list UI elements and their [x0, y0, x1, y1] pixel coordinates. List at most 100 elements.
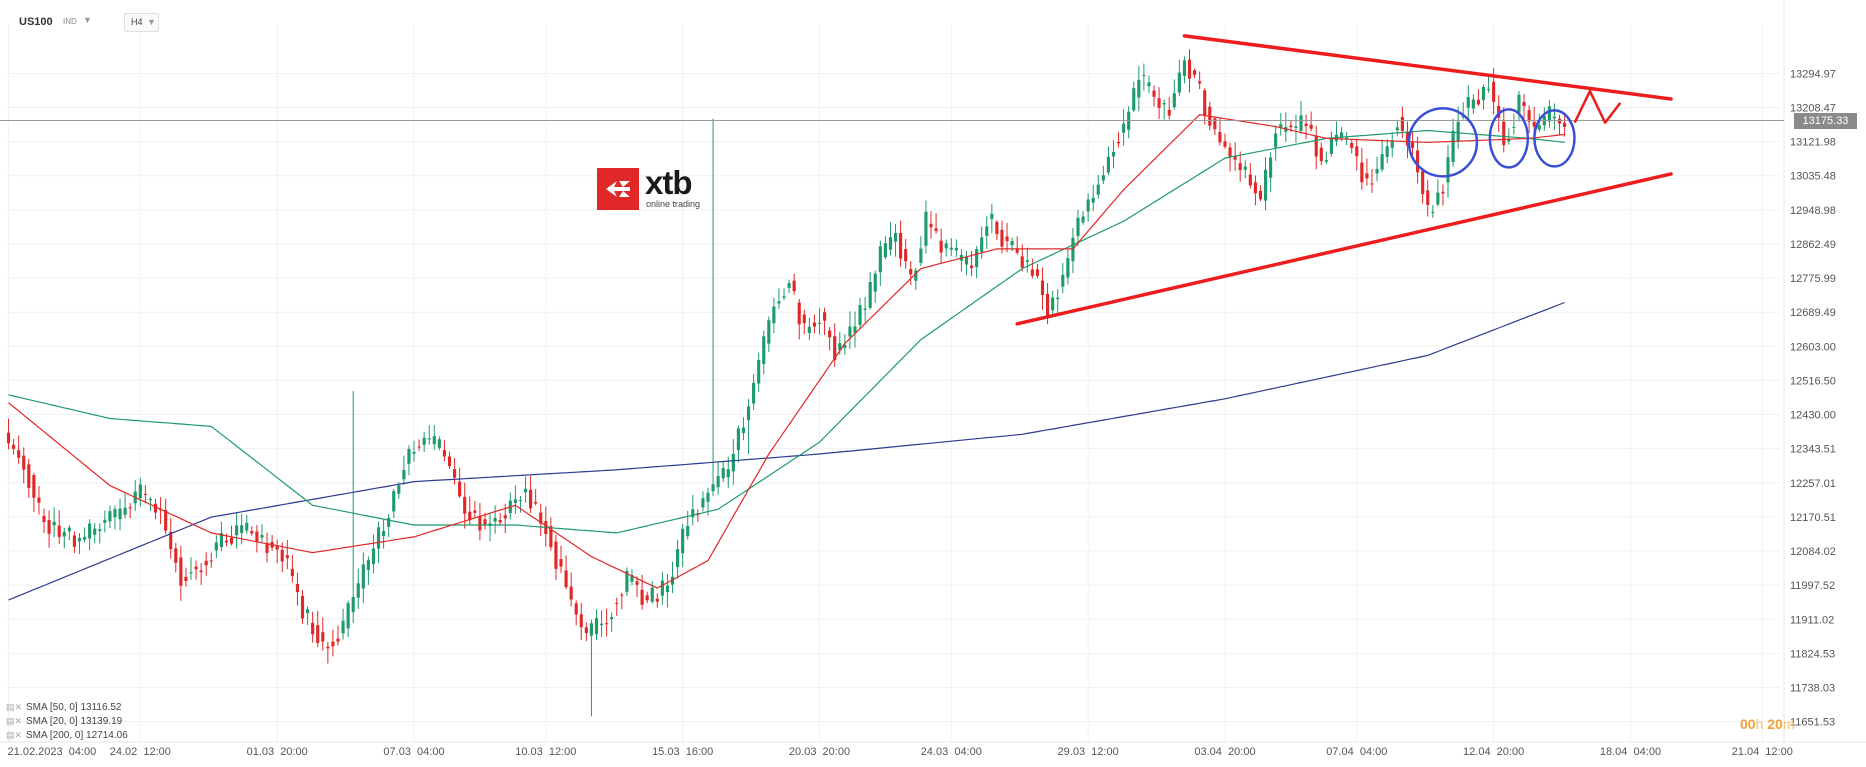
candle — [219, 533, 223, 548]
price-tick-label: 13208.47 — [1790, 102, 1836, 114]
price-tick-label: 12775.99 — [1790, 273, 1836, 285]
symbol-label[interactable]: US100 — [19, 16, 53, 28]
candle — [1329, 139, 1334, 154]
candle — [1193, 70, 1197, 75]
candle — [478, 515, 482, 531]
candle — [214, 542, 218, 551]
candle — [792, 280, 796, 292]
candle — [1299, 115, 1303, 131]
candle — [1198, 81, 1202, 84]
candle — [564, 570, 568, 588]
candle — [452, 469, 457, 478]
candle — [523, 488, 528, 493]
candle — [77, 537, 82, 542]
candle — [458, 481, 462, 497]
candle — [27, 464, 31, 488]
indicator-settings-icon[interactable]: ▤✕ — [6, 716, 23, 726]
sma-legend-200[interactable]: ▤✕ SMA [200, 0] 12714.06 — [6, 730, 206, 741]
candle — [407, 449, 411, 464]
candle — [665, 585, 670, 593]
time-tick-label: 07.03 04:00 — [383, 746, 444, 758]
candle — [361, 564, 365, 589]
candle — [883, 243, 887, 258]
candle — [103, 519, 107, 523]
candle — [199, 570, 203, 573]
candle — [1010, 241, 1014, 246]
candle — [1101, 175, 1105, 181]
timeframe-dropdown-icon[interactable]: ▼ — [147, 17, 156, 27]
candle — [1522, 101, 1526, 107]
candle — [240, 525, 244, 534]
candle — [37, 497, 41, 503]
candle — [229, 537, 234, 544]
candle — [1056, 297, 1060, 300]
candle — [899, 233, 903, 259]
candle — [1000, 229, 1004, 247]
candle — [1492, 81, 1496, 102]
candle — [32, 475, 36, 498]
candle — [676, 549, 680, 568]
indicator-settings-icon[interactable]: ▤✕ — [6, 702, 23, 712]
candle — [376, 527, 381, 549]
candle — [1096, 184, 1100, 195]
candle — [893, 233, 898, 242]
candle — [250, 531, 254, 534]
sma-legend-50[interactable]: ▤✕ SMA [50, 0] 13116.52 — [6, 702, 206, 713]
candle — [88, 523, 92, 539]
candle — [1456, 121, 1460, 142]
time-tick-label: 20.03 20:00 — [789, 746, 850, 758]
candle — [412, 451, 416, 454]
candle — [767, 320, 771, 344]
candle — [868, 281, 872, 308]
candle — [1076, 217, 1080, 236]
candle — [630, 575, 634, 582]
candle — [518, 500, 523, 502]
candle — [645, 595, 649, 601]
candle — [52, 521, 56, 526]
time-tick-label: 21.02.2023 04:00 — [8, 746, 97, 758]
candle — [42, 515, 46, 522]
candle — [1046, 293, 1050, 317]
candle — [858, 305, 862, 325]
candle — [1258, 190, 1263, 200]
candle — [371, 548, 376, 565]
candle — [828, 330, 832, 338]
time-tick-label: 10.03 12:00 — [515, 746, 576, 758]
indicator-settings-icon[interactable]: ▤✕ — [6, 730, 23, 740]
candle — [833, 336, 837, 361]
countdown-minutes: 20 — [1767, 716, 1783, 732]
candle — [260, 535, 264, 538]
candle — [1116, 141, 1121, 144]
legend-label: SMA [50, 0] — [26, 702, 78, 713]
candle — [691, 509, 695, 518]
candle — [22, 455, 26, 470]
candle — [757, 359, 761, 384]
candle — [1507, 138, 1511, 142]
candle — [640, 589, 644, 605]
candle — [1345, 137, 1349, 139]
candle — [762, 336, 766, 365]
candle — [650, 587, 654, 602]
timeframe-selector[interactable]: H4 ▼ — [124, 13, 159, 32]
candle — [934, 228, 938, 232]
legend-value: 13139.19 — [80, 716, 123, 727]
candle — [143, 493, 147, 495]
price-tick-label: 12516.50 — [1790, 375, 1836, 387]
candle — [1279, 124, 1283, 128]
candle — [1269, 157, 1273, 178]
candle — [990, 213, 994, 219]
candle — [1431, 211, 1435, 213]
sma-legend-20[interactable]: ▤✕ SMA [20, 0] 13139.19 — [6, 716, 206, 727]
symbol-dropdown-icon[interactable]: ▼ — [83, 15, 92, 25]
candle — [1497, 105, 1501, 118]
candle — [1167, 109, 1171, 116]
xtb-logo: xtb online trading — [597, 164, 709, 212]
candle — [397, 485, 401, 494]
candle — [402, 469, 406, 480]
candle — [265, 542, 269, 553]
candle — [128, 507, 132, 509]
candle — [366, 560, 370, 570]
sma-20-line — [8, 114, 1565, 589]
